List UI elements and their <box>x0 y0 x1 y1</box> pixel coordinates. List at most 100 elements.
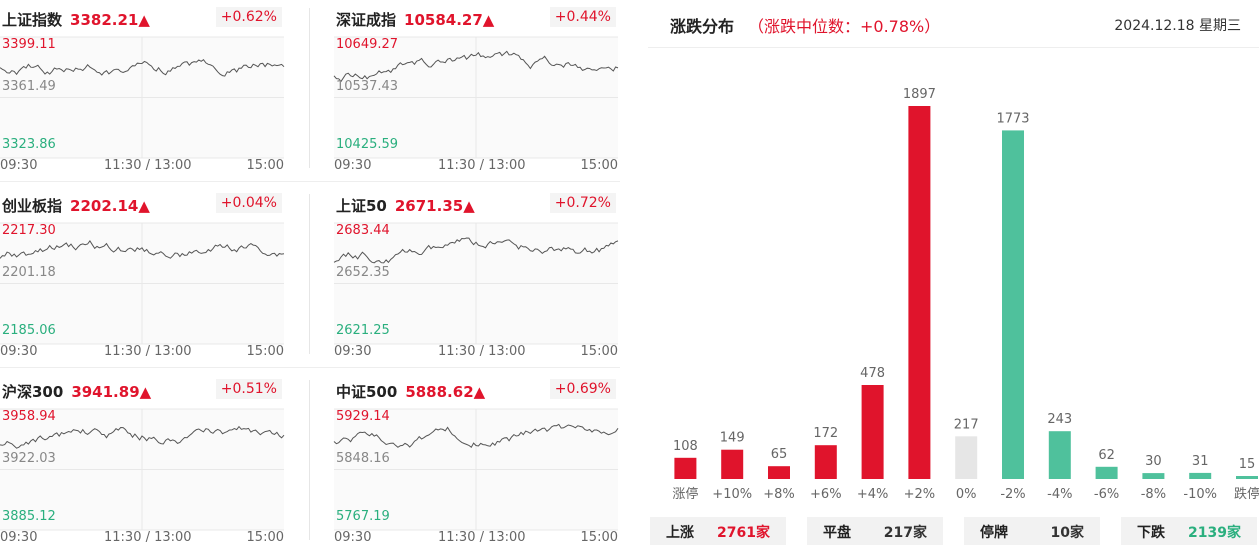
bar-category-label: 涨停 <box>672 486 698 502</box>
time-close: 15:00 <box>246 158 284 173</box>
index-card-sz[interactable]: 深证成指 10584.27▲ +0.44% 10649.27 10537.43 1… <box>333 0 619 185</box>
summary-fall: 下跌 2139家 <box>1121 517 1257 545</box>
bar-category-label: +4% <box>857 487 889 502</box>
time-midday: 11:30 / 13:00 <box>104 344 192 359</box>
low-label: 10425.59 <box>336 137 399 152</box>
high-label: 2683.44 <box>336 223 390 238</box>
bar-category-label: -10% <box>1183 487 1217 502</box>
price-line <box>333 423 619 448</box>
median-change: （涨跌中位数：+0.78%） <box>748 17 941 36</box>
distribution-bar[interactable] <box>908 106 931 479</box>
index-card-header: 上证50 2671.35▲ +0.72% <box>334 186 618 218</box>
time-close: 15:00 <box>246 530 284 545</box>
index-name: 深证成指 10584.27▲ <box>336 11 495 29</box>
bar-category-label: +2% <box>904 487 936 502</box>
distribution-bar[interactable] <box>955 436 978 479</box>
time-midday: 11:30 / 13:00 <box>104 158 192 173</box>
index-card-cyb[interactable]: 创业板指 2202.14▲ +0.04% 2217.30 2201.18 2185… <box>0 186 285 371</box>
distribution-bar-chart: 108 涨停 149 +10% 65 +8% 172 +6% 478 +4% 1897 +2% 217 0… <box>672 87 1259 502</box>
bar-value-label: 62 <box>1098 448 1115 463</box>
summary-value: 10家 <box>1050 525 1084 541</box>
distribution-bar[interactable] <box>1236 476 1258 479</box>
distribution-bar[interactable] <box>861 385 884 479</box>
index-card-header: 上证指数 3382.21▲ +0.62% <box>0 0 284 32</box>
distribution-bar[interactable] <box>814 445 837 479</box>
mid-label: 2652.35 <box>336 265 390 280</box>
index-name: 上证指数 3382.21▲ <box>2 11 150 29</box>
bar-value-label: 15 <box>1239 457 1256 472</box>
intraday-chart <box>333 408 619 531</box>
index-name: 创业板指 2202.14▲ <box>2 197 150 215</box>
high-label: 3958.94 <box>2 409 56 424</box>
index-card-sh[interactable]: 上证指数 3382.21▲ +0.62% 3399.11 3361.49 3323… <box>0 0 285 185</box>
high-label: 5929.14 <box>336 409 390 424</box>
intraday-chart <box>0 222 285 345</box>
summary-value: 2139家 <box>1188 525 1241 541</box>
time-open: 09:30 <box>334 530 372 545</box>
high-label: 2217.30 <box>2 223 56 238</box>
index-card-zz500[interactable]: 中证500 5888.62▲ +0.69% 5929.14 5848.16 576… <box>333 372 619 557</box>
price-line <box>0 425 285 449</box>
time-open: 09:30 <box>0 530 38 545</box>
summary-value: 2761家 <box>717 525 770 541</box>
distribution-bar[interactable] <box>1002 130 1024 479</box>
bar-category-label: -2% <box>1000 487 1025 502</box>
time-midday: 11:30 / 13:00 <box>438 158 526 173</box>
summary-suspended: 停牌 10家 <box>964 517 1100 545</box>
high-label: 10649.27 <box>336 37 399 52</box>
intraday-chart <box>333 36 619 159</box>
change-badge: +0.04% <box>215 193 282 213</box>
bar-category-label: 0% <box>956 487 977 502</box>
summary-rise: 上涨 2761家 <box>650 517 786 545</box>
index-name: 中证500 5888.62▲ <box>336 383 486 401</box>
index-card-header: 沪深300 3941.89▲ +0.51% <box>0 372 284 404</box>
column-divider <box>309 380 310 540</box>
index-card-header: 中证500 5888.62▲ +0.69% <box>334 372 618 404</box>
index-value: 2671.35▲ <box>394 197 475 215</box>
up-arrow-icon: ▲ <box>138 11 150 29</box>
index-card-hs300[interactable]: 沪深300 3941.89▲ +0.51% 3958.94 3922.03 388… <box>0 372 285 557</box>
index-value: 5888.62▲ <box>405 383 486 401</box>
change-badge: +0.44% <box>549 7 616 27</box>
change-badge: +0.62% <box>215 7 282 27</box>
distribution-bar[interactable] <box>1189 472 1212 479</box>
summary-flat: 平盘 217家 <box>807 517 943 545</box>
rise-fall-distribution-panel: 涨跌分布 （涨跌中位数：+0.78%） 2024.12.18 星期三 108 涨停… <box>648 0 1259 546</box>
change-badge: +0.72% <box>549 193 616 213</box>
low-label: 2185.06 <box>2 323 56 338</box>
bar-value-label: 217 <box>954 417 979 432</box>
bar-value-label: 1897 <box>903 87 936 102</box>
time-close: 15:00 <box>580 344 618 359</box>
mid-label: 10537.43 <box>336 79 399 94</box>
distribution-bar[interactable] <box>721 449 744 479</box>
intraday-chart <box>333 222 619 345</box>
summary-label: 上涨 <box>666 525 694 541</box>
distribution-bar[interactable] <box>768 466 790 479</box>
bar-value-label: 30 <box>1145 454 1162 469</box>
panel-title: 涨跌分布 <box>670 17 735 36</box>
distribution-bar[interactable] <box>1142 473 1165 479</box>
bar-value-label: 478 <box>860 366 885 381</box>
row-divider <box>0 181 620 182</box>
index-card-sz50[interactable]: 上证50 2671.35▲ +0.72% 2683.44 2652.35 2621… <box>333 186 619 371</box>
time-close: 15:00 <box>580 530 618 545</box>
index-value: 10584.27▲ <box>404 11 495 29</box>
bar-category-label: +6% <box>810 487 842 502</box>
up-arrow-icon: ▲ <box>482 11 495 29</box>
index-name: 上证50 2671.35▲ <box>336 197 475 215</box>
low-label: 2621.25 <box>336 323 390 338</box>
distribution-bar[interactable] <box>1048 431 1071 479</box>
mid-label: 5848.16 <box>336 451 390 466</box>
time-open: 09:30 <box>334 158 372 173</box>
up-arrow-icon: ▲ <box>138 197 150 215</box>
index-value: 3382.21▲ <box>70 11 150 29</box>
summary-label: 平盘 <box>823 525 851 541</box>
mid-label: 3361.49 <box>2 79 56 94</box>
distribution-bar[interactable] <box>674 457 697 479</box>
change-badge: +0.51% <box>215 379 282 399</box>
bar-category-label: -4% <box>1047 487 1072 502</box>
time-midday: 11:30 / 13:00 <box>104 530 192 545</box>
column-divider <box>309 194 310 354</box>
distribution-bar[interactable] <box>1095 466 1118 479</box>
summary-label: 停牌 <box>980 525 1008 541</box>
